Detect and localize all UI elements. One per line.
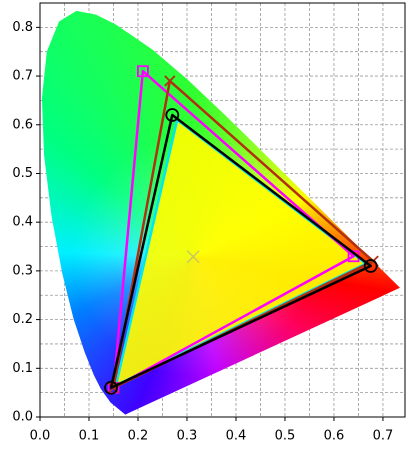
y-tick-label: 0.8 xyxy=(12,20,33,35)
x-tick-label: 0.1 xyxy=(79,429,100,444)
gamut-marker xyxy=(164,75,176,87)
white-point xyxy=(186,250,200,264)
x-tick-label: 0.6 xyxy=(324,429,345,444)
gamut-triangle xyxy=(112,69,355,390)
x-tick-label: 0.7 xyxy=(373,429,394,444)
x-tick-label: 0.3 xyxy=(177,429,198,444)
y-tick-label: 0.2 xyxy=(12,312,33,327)
gamut-triangle xyxy=(109,113,372,390)
x-tick-label: 0.4 xyxy=(226,429,247,444)
x-tick-label: 0.0 xyxy=(30,429,51,444)
plot-frame xyxy=(39,2,406,418)
y-tick-label: 0.1 xyxy=(12,361,33,376)
gamut-marker xyxy=(165,108,180,122)
x-tick-label: 0.5 xyxy=(275,429,296,444)
y-tick-label: 0.4 xyxy=(12,215,33,230)
y-tick-label: 0.6 xyxy=(12,117,33,132)
y-tick-label: 0.7 xyxy=(12,69,33,84)
y-tick-label: 0.0 xyxy=(12,410,33,425)
gamut-marker xyxy=(363,259,378,273)
y-tick-label: 0.3 xyxy=(12,263,33,278)
x-tick-label: 0.2 xyxy=(128,429,149,444)
gamut-marker xyxy=(136,65,149,78)
gamut-marker xyxy=(104,380,118,395)
gamut-triangle xyxy=(114,118,368,387)
y-tick-label: 0.5 xyxy=(12,166,33,181)
